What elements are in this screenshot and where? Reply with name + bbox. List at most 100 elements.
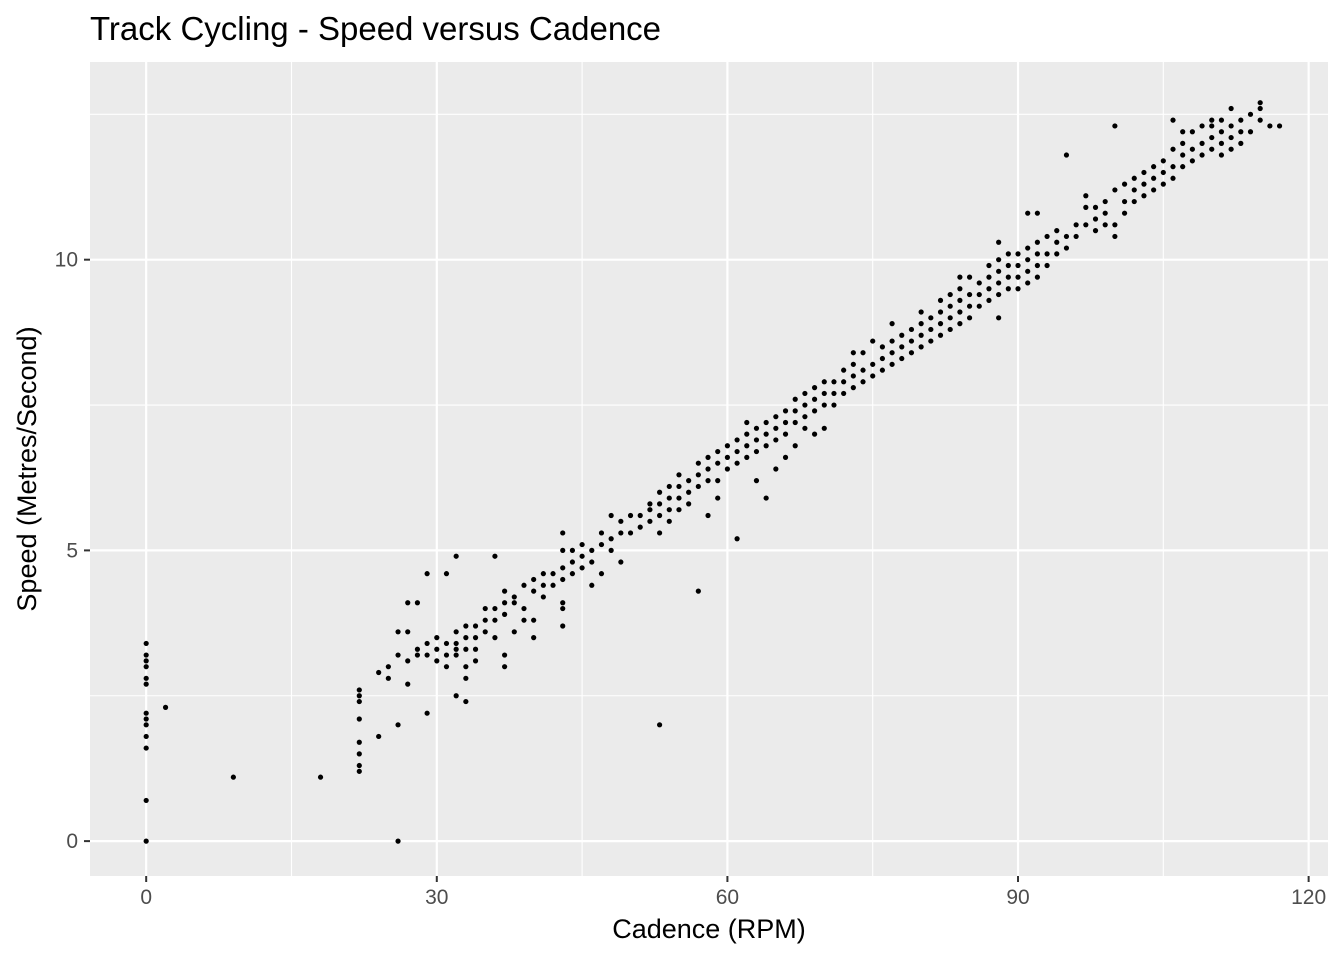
data-point [1112,187,1118,193]
data-point [356,698,362,705]
data-point [560,576,566,583]
data-point [560,600,566,606]
data-point [385,675,391,681]
data-point [666,483,672,490]
data-point [986,262,992,269]
data-point [1170,146,1176,152]
data-point [734,448,740,455]
data-point [773,414,779,420]
data-point [1083,193,1089,199]
data-point [1121,181,1128,187]
x-tick-label: 120 [1291,886,1326,909]
data-point [889,350,895,356]
data-point [143,652,149,658]
data-point [502,611,508,617]
data-point [395,838,401,844]
data-point [1247,111,1254,117]
data-point [676,483,682,490]
data-point [908,326,915,333]
data-point [502,588,508,594]
data-point [763,431,769,437]
data-point [656,722,663,728]
data-point [996,268,1002,274]
data-point [1083,204,1089,210]
data-point [656,530,663,536]
data-point [143,745,149,751]
data-point [676,495,682,501]
data-point [792,443,798,449]
data-point [531,617,537,623]
data-point [1034,210,1040,216]
data-point [531,588,537,594]
data-point [647,501,653,507]
data-point [492,605,498,612]
data-point [821,402,827,408]
data-point [1228,146,1234,152]
data-point [1199,140,1205,146]
data-point [356,693,362,699]
data-point [1054,251,1060,257]
data-point [521,617,527,623]
data-point [443,640,450,647]
data-point [143,733,149,740]
x-tick-label: 0 [140,886,152,909]
data-point [618,518,624,524]
data-point [1267,123,1273,129]
data-point [860,367,866,373]
data-point [1005,262,1011,269]
data-point [1005,286,1011,292]
chart-title: Track Cycling - Speed versus Cadence [90,10,661,47]
data-point [1102,198,1108,205]
data-point [424,652,430,658]
data-point [143,640,149,647]
data-point [889,321,895,327]
data-point [724,454,731,460]
data-point [928,315,934,321]
data-point [734,437,740,443]
data-point [792,396,798,402]
data-point [453,646,459,652]
data-point [1034,274,1040,280]
data-point [531,576,537,583]
data-point [560,565,566,571]
data-point [1228,134,1234,141]
data-point [996,291,1002,298]
data-point [1141,181,1147,187]
data-point [1054,239,1060,245]
data-point [1015,274,1021,280]
data-point [434,635,440,641]
data-point [1025,245,1031,251]
data-point [482,629,488,635]
data-point [1238,129,1244,135]
data-point [550,582,556,588]
data-point [356,751,362,757]
data-point [656,489,663,495]
data-point [996,257,1002,263]
data-point [753,478,760,484]
data-point [966,274,973,280]
data-point [986,286,992,292]
data-point [356,768,362,774]
data-point [744,454,750,460]
x-tick-label: 30 [425,886,448,909]
data-point [414,646,421,652]
data-point [511,600,517,606]
data-point [1044,251,1050,257]
y-axis: 0 5 10 [55,249,90,853]
data-point [1141,193,1147,199]
data-point [1102,210,1108,216]
data-point [647,507,653,513]
minor-gridlines [90,62,1328,876]
data-point [1160,181,1166,187]
data-point [734,460,740,466]
data-point [560,605,566,612]
data-point [899,332,905,338]
data-point [1121,210,1128,216]
data-point [1180,152,1186,158]
data-point [744,443,750,449]
data-point [937,332,944,338]
data-point [821,390,827,397]
data-point [947,291,953,298]
data-point [143,797,149,804]
data-point [753,437,760,443]
